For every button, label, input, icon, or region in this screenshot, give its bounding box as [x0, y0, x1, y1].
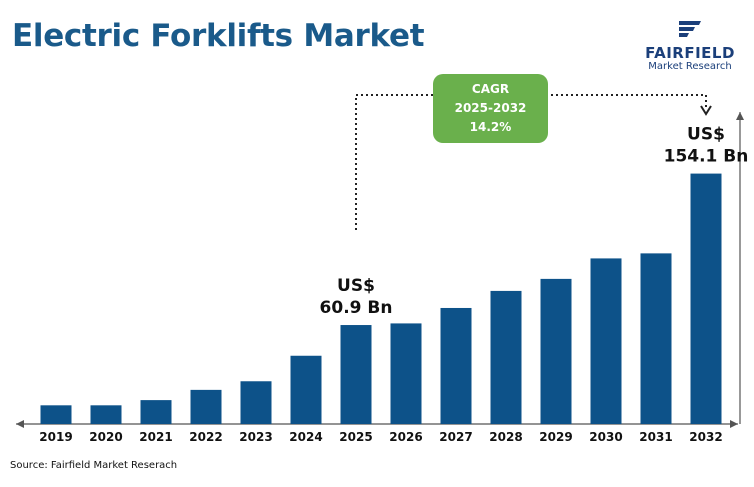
bar-2019 — [40, 405, 72, 424]
bar-2030 — [590, 258, 622, 424]
bar-2029 — [540, 278, 572, 424]
x-tick-label-2030: 2030 — [589, 430, 622, 444]
x-axis-arrow-left — [16, 420, 24, 428]
x-axis-arrow-right — [730, 420, 738, 428]
fairfield-logo-icon — [679, 21, 701, 37]
x-tick-label-2024: 2024 — [289, 430, 322, 444]
bar-2021 — [140, 400, 172, 424]
x-tick-label-2019: 2019 — [39, 430, 72, 444]
x-tick-label-2021: 2021 — [139, 430, 172, 444]
x-tick-label-2022: 2022 — [189, 430, 222, 444]
y-axis-arrow-up — [736, 112, 744, 120]
chart-title: Electric Forklifts Market — [12, 18, 425, 54]
bar-2023 — [240, 381, 272, 424]
x-tick-label-2032: 2032 — [689, 430, 722, 444]
logo-subtitle: Market Research — [648, 61, 732, 72]
x-tick-label-2029: 2029 — [539, 430, 572, 444]
cagr-label: CAGR — [471, 82, 510, 96]
x-tick-label-2028: 2028 — [489, 430, 522, 444]
bar-2024 — [290, 355, 322, 424]
logo-name: FAIRFIELD — [645, 44, 735, 62]
brand-logo: FAIRFIELD Market Research — [640, 18, 740, 73]
annotation-2032-unit: US$ — [687, 125, 725, 145]
bar-2028 — [490, 290, 522, 424]
bar-2032 — [690, 173, 722, 424]
source-note: Source: Fairfield Market Reserach — [10, 460, 178, 471]
cagr-value: 14.2% — [469, 120, 512, 134]
annotation-2025-value: 60.9 Bn — [320, 298, 393, 318]
x-tick-label-2025: 2025 — [339, 430, 372, 444]
x-tick-label-2027: 2027 — [439, 430, 472, 444]
bar-2027 — [440, 307, 472, 424]
cagr-connector-arrowhead — [700, 105, 712, 116]
bar-2020 — [90, 405, 122, 424]
bar-2025 — [340, 325, 372, 424]
x-tick-label-2026: 2026 — [389, 430, 422, 444]
annotation-2025-unit: US$ — [337, 276, 375, 296]
bar-2022 — [190, 389, 222, 424]
x-tick-label-2023: 2023 — [239, 430, 272, 444]
x-tick-label-2020: 2020 — [89, 430, 122, 444]
annotation-2032-value: 154.1 Bn — [664, 147, 749, 167]
bar-2026 — [390, 323, 422, 424]
bar-2031 — [640, 253, 672, 424]
cagr-callout: CAGR 2025-2032 14.2% — [433, 74, 548, 143]
x-tick-label-2031: 2031 — [639, 430, 672, 444]
cagr-period: 2025-2032 — [454, 101, 527, 115]
